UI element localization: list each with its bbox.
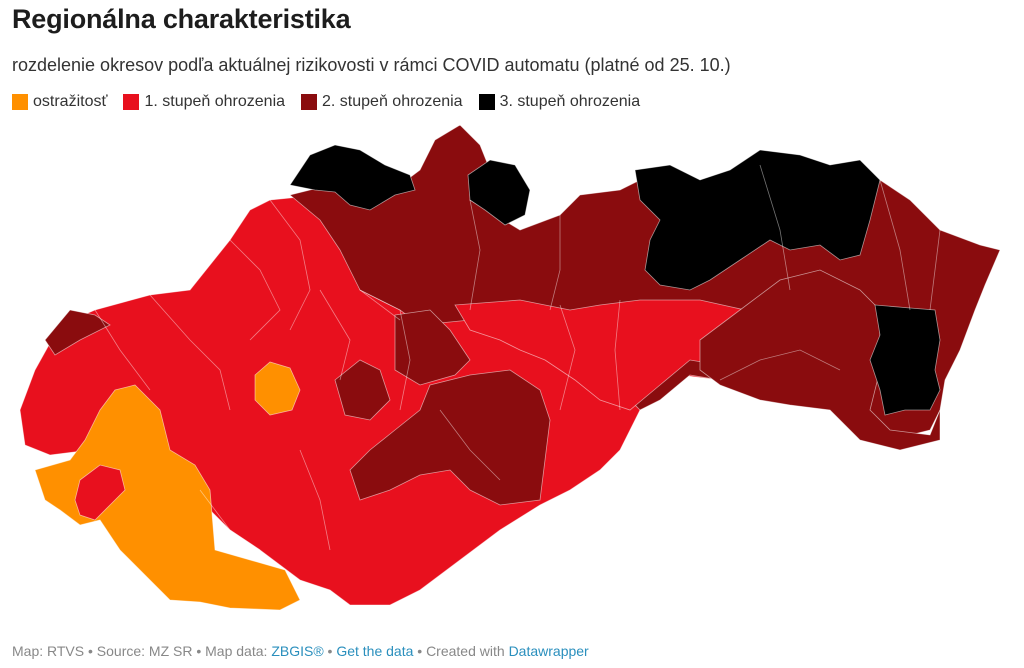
map-container	[0, 110, 1024, 630]
region-northwest-darkred[interactable]	[44, 309, 111, 356]
chart-title: Regionálna charakteristika	[12, 4, 351, 34]
region-south-central-darkred[interactable]	[349, 369, 551, 506]
region-central-red[interactable]	[454, 299, 746, 411]
slovakia-map[interactable]	[0, 110, 1024, 630]
region-north-black-1[interactable]	[289, 144, 416, 211]
legend-item-stupen-1: 1. stupeň ohrozenia	[123, 93, 285, 111]
region-northeast-black[interactable]	[634, 149, 881, 291]
legend-swatch-red	[123, 94, 140, 110]
footer-created-with: • Created with	[413, 643, 509, 659]
legend-item-stupen-3: 3. stupeň ohrozenia	[478, 93, 641, 111]
datawrapper-link[interactable]: Datawrapper	[508, 643, 589, 659]
region-north-black-2[interactable]	[467, 159, 531, 226]
footer-prefix: Map: RTVS • Source: MZ SR • Map data:	[12, 643, 272, 659]
region-bratislava-red[interactable]	[74, 464, 126, 521]
get-the-data-link[interactable]: Get the data	[336, 643, 414, 659]
footer-sep: •	[323, 643, 337, 659]
region-southwest-orange[interactable]	[34, 384, 301, 611]
region-center-darkred-3[interactable]	[394, 309, 471, 386]
legend-label: 2. stupeň ohrozenia	[322, 93, 463, 110]
legend: ostražitosť 1. stupeň ohrozenia 2. stupe…	[12, 93, 656, 111]
zbgis-link[interactable]: ZBGIS®	[271, 643, 324, 659]
legend-swatch-darkred	[301, 94, 318, 110]
legend-swatch-orange	[12, 94, 28, 110]
region-center-darkred-2[interactable]	[334, 359, 391, 421]
legend-label: 3. stupeň ohrozenia	[499, 93, 641, 110]
chart-subtitle: rozdelenie okresov podľa aktuálnej rizik…	[12, 55, 731, 75]
legend-item-ostrazitost: ostražitosť	[12, 93, 107, 111]
legend-item-stupen-2: 2. stupeň ohrozenia	[301, 93, 463, 111]
legend-label: 1. stupeň ohrozenia	[144, 93, 286, 110]
legend-label: ostražitosť	[33, 93, 108, 110]
region-central-orange[interactable]	[254, 361, 301, 416]
region-east-black[interactable]	[869, 304, 941, 416]
district-borders	[94, 164, 941, 551]
footer: Map: RTVS • Source: MZ SR • Map data: ZB…	[12, 643, 589, 659]
legend-swatch-black	[478, 94, 495, 110]
